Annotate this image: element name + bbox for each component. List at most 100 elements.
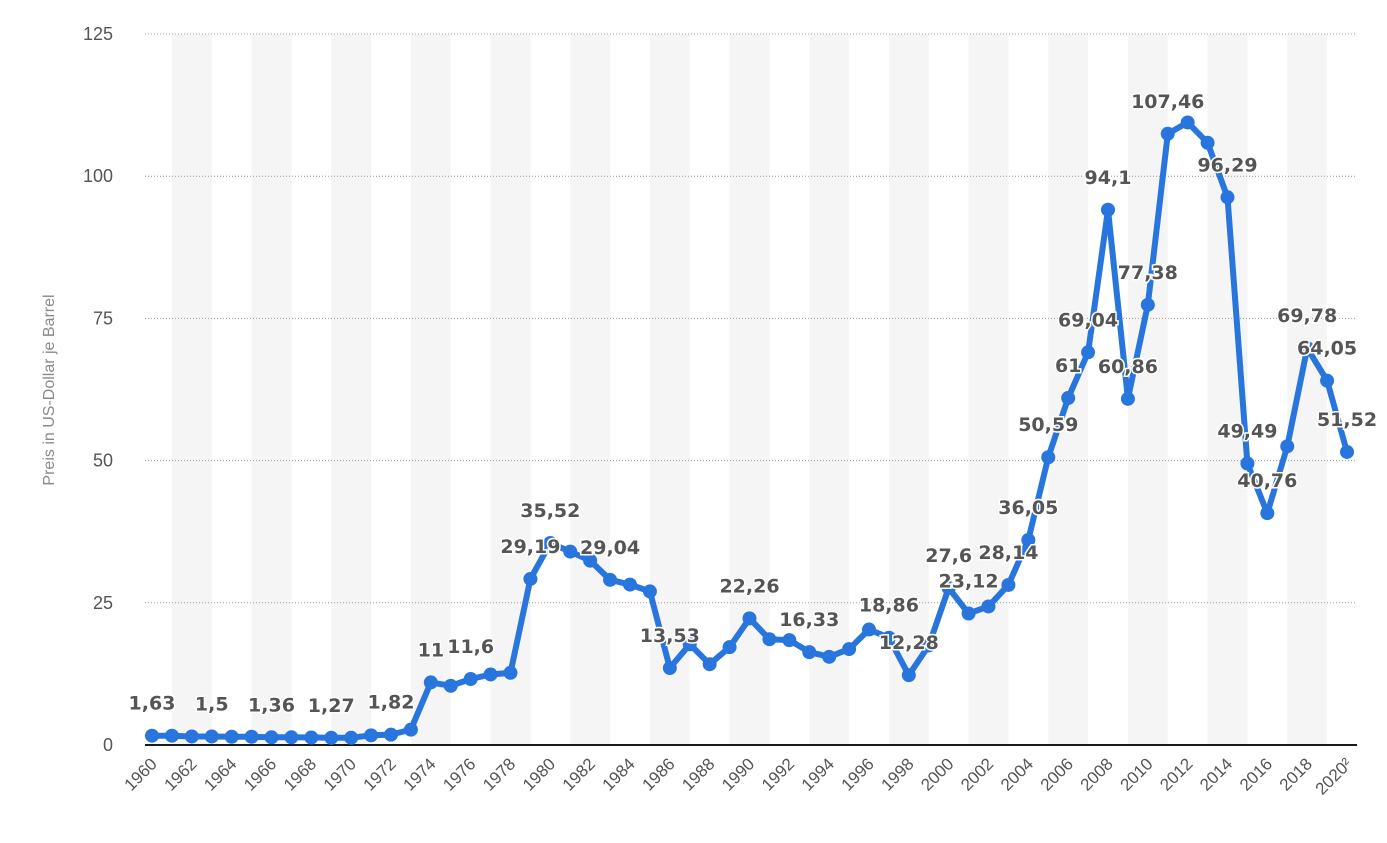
data-label-1963: 1,5 bbox=[195, 693, 229, 715]
y-axis-label: Preis in US-Dollar je Barrel bbox=[41, 294, 58, 485]
x-tick-label: 1992 bbox=[758, 754, 798, 794]
data-label-1986: 13,53 bbox=[640, 625, 700, 647]
data-label-2010: 77,38 bbox=[1118, 262, 1178, 284]
background-band-0 bbox=[171, 34, 212, 745]
data-label-1993: 16,33 bbox=[779, 609, 839, 631]
x-tick-label: 1970 bbox=[320, 754, 360, 794]
background-band-2 bbox=[331, 34, 372, 745]
x-tick-label: 2010 bbox=[1116, 754, 1156, 794]
data-label-1969: 1,27 bbox=[308, 695, 355, 717]
x-tick-label: 1964 bbox=[200, 754, 240, 794]
data-point-2010 bbox=[1140, 297, 1155, 312]
data-label-2007: 69,04 bbox=[1058, 309, 1118, 331]
data-label-1997: 18,86 bbox=[859, 595, 919, 617]
data-point-1978 bbox=[503, 665, 518, 680]
data-label-2003: 28,14 bbox=[978, 542, 1038, 564]
data-point-1965 bbox=[244, 729, 259, 744]
x-axis-tick-labels: 1960 1962 1964 1966 1968 1970 1972 1974 1976 1978… bbox=[121, 754, 1356, 798]
x-tick-label: 1980 bbox=[519, 754, 559, 794]
data-point-1963 bbox=[204, 729, 219, 744]
data-point-1972 bbox=[384, 727, 398, 742]
x-tick-label: 1968 bbox=[280, 754, 320, 794]
x-tick-label: 1962 bbox=[160, 754, 200, 794]
data-point-2007 bbox=[1081, 345, 1096, 360]
data-point-1991 bbox=[762, 632, 777, 647]
data-point-1989 bbox=[722, 640, 737, 655]
x-tick-label: 2020² bbox=[1312, 754, 1356, 798]
x-tick-label: 2004 bbox=[997, 754, 1037, 794]
background-band-4 bbox=[490, 34, 531, 745]
data-label-2008: 94,1 bbox=[1085, 167, 1132, 189]
data-point-2015 bbox=[1240, 456, 1255, 471]
y-tick-label: 125 bbox=[83, 24, 113, 44]
background-band-12 bbox=[1127, 34, 1168, 745]
x-tick-label: 1996 bbox=[838, 754, 878, 794]
data-label-2000: 27,6 bbox=[925, 545, 972, 567]
data-label-2020: 51,52 bbox=[1317, 409, 1377, 431]
data-point-1961 bbox=[164, 728, 179, 743]
data-point-2002 bbox=[981, 599, 996, 614]
data-point-1974 bbox=[423, 675, 438, 690]
x-tick-label: 1986 bbox=[638, 754, 678, 794]
x-tick-label: 1974 bbox=[399, 754, 439, 794]
data-point-2014 bbox=[1220, 190, 1235, 205]
data-point-1980 bbox=[543, 535, 558, 550]
alternating-column-bands bbox=[171, 34, 1328, 745]
background-band-7 bbox=[729, 34, 770, 745]
data-point-2020 bbox=[1340, 444, 1354, 459]
data-point-1966 bbox=[264, 730, 279, 745]
x-tick-label: 1966 bbox=[240, 754, 280, 794]
data-point-1962 bbox=[184, 729, 199, 744]
data-point-2000 bbox=[941, 581, 956, 596]
data-point-2013 bbox=[1200, 135, 1215, 150]
data-point-2009 bbox=[1120, 391, 1135, 406]
data-point-1985 bbox=[642, 584, 657, 599]
data-label-1979: 29,19 bbox=[500, 536, 560, 558]
x-tick-label: 2002 bbox=[957, 754, 997, 794]
x-tick-label: 2016 bbox=[1236, 754, 1276, 794]
x-tick-label: 2008 bbox=[1077, 754, 1117, 794]
x-tick-label: 1984 bbox=[599, 754, 639, 794]
x-tick-label: 1994 bbox=[798, 754, 838, 794]
y-tick-label: 25 bbox=[93, 593, 113, 613]
background-band-1 bbox=[251, 34, 292, 745]
data-point-1981 bbox=[563, 544, 578, 559]
data-point-1987 bbox=[682, 637, 697, 652]
data-label-2016: 40,76 bbox=[1237, 470, 1297, 492]
x-tick-label: 1982 bbox=[559, 754, 599, 794]
y-tick-label: 100 bbox=[83, 166, 113, 186]
data-label-1966: 1,36 bbox=[248, 694, 295, 716]
data-point-1964 bbox=[224, 729, 239, 744]
data-point-1994 bbox=[822, 649, 837, 664]
data-point-1977 bbox=[483, 667, 498, 682]
data-point-2018 bbox=[1300, 341, 1315, 356]
data-label-1998: 12,28 bbox=[879, 632, 939, 654]
data-point-2008 bbox=[1101, 202, 1115, 217]
x-tick-label: 1960 bbox=[121, 754, 161, 794]
data-point-1982 bbox=[583, 553, 598, 568]
data-label-2014: 96,29 bbox=[1197, 154, 1257, 176]
data-point-1973 bbox=[403, 722, 418, 737]
x-tick-label: 1988 bbox=[678, 754, 718, 794]
data-label-2001: 23,12 bbox=[939, 570, 999, 592]
data-label-1980: 35,52 bbox=[520, 500, 580, 522]
data-label-1976: 11,6 bbox=[447, 636, 494, 658]
data-point-2012 bbox=[1180, 115, 1195, 130]
background-band-5 bbox=[570, 34, 611, 745]
y-tick-label: 75 bbox=[93, 308, 113, 328]
data-point-2005 bbox=[1041, 450, 1056, 465]
x-tick-label: 1990 bbox=[718, 754, 758, 794]
price-series bbox=[145, 115, 1354, 745]
data-label-1983: 29,04 bbox=[580, 537, 640, 559]
data-point-2003 bbox=[1001, 577, 1016, 592]
data-point-1983 bbox=[603, 572, 618, 587]
x-tick-label: 1972 bbox=[360, 754, 400, 794]
data-label-1974: 11 bbox=[418, 639, 444, 661]
background-band-8 bbox=[809, 34, 850, 745]
data-label-1960: 1,63 bbox=[129, 693, 176, 715]
x-tick-label: 2000 bbox=[917, 754, 957, 794]
data-point-1976 bbox=[463, 672, 478, 687]
x-tick-label: 2012 bbox=[1156, 754, 1196, 794]
x-tick-label: 2018 bbox=[1276, 754, 1316, 794]
data-label-2006: 61 bbox=[1055, 355, 1081, 377]
